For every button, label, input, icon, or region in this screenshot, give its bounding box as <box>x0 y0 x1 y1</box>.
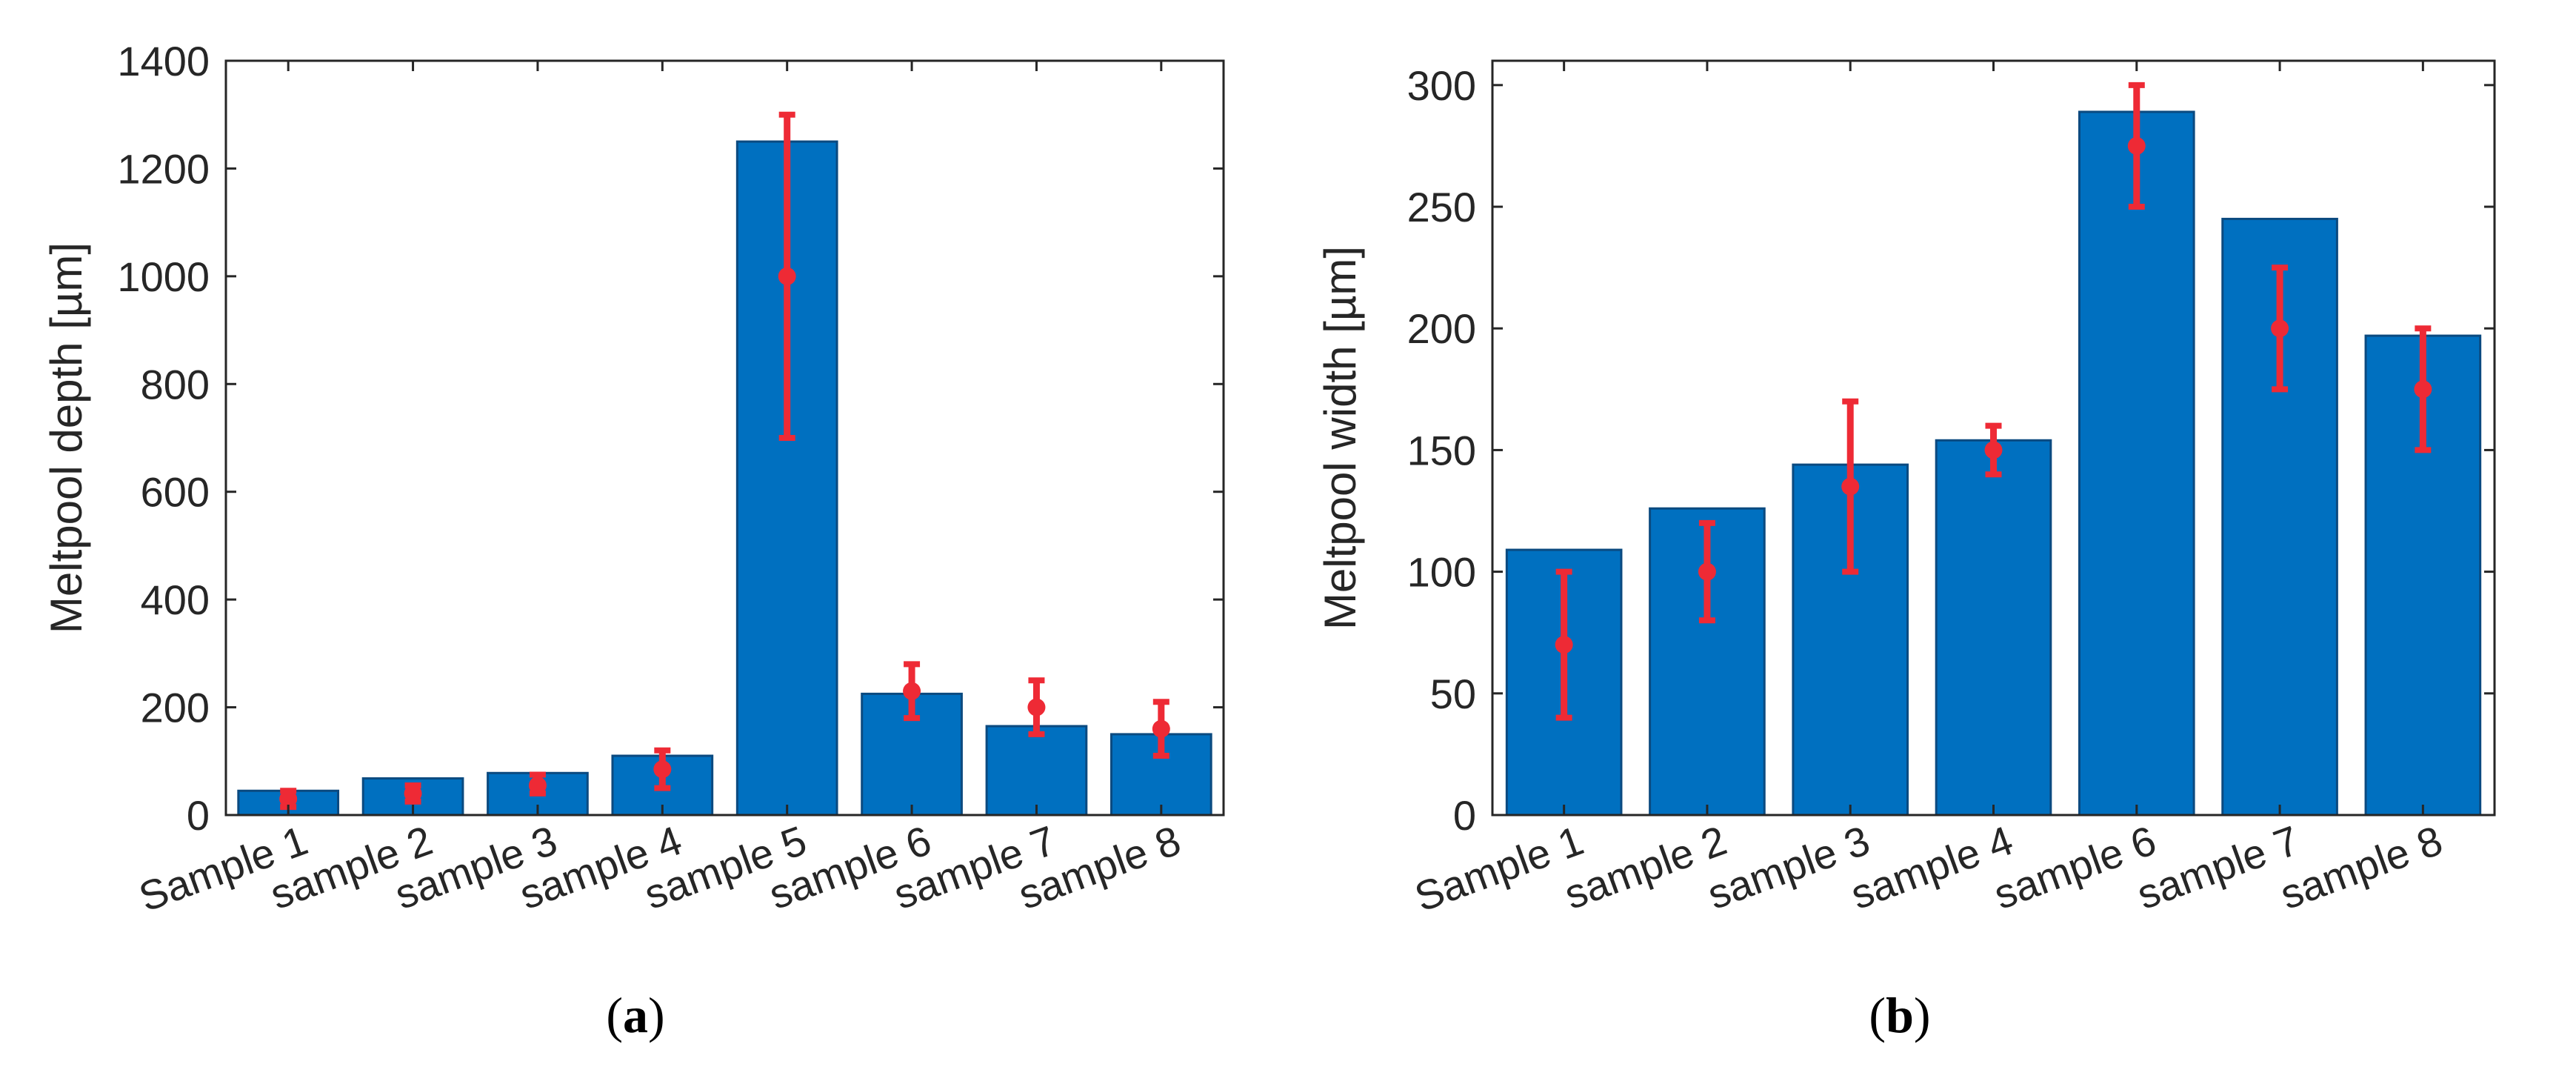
error-bar-point <box>653 760 672 779</box>
error-bar-8 <box>1152 699 1170 759</box>
error-bar-1 <box>279 788 298 811</box>
y-tick-label: 600 <box>141 469 210 516</box>
y-tick-label: 1200 <box>117 145 210 192</box>
y-axis-label: Meltpool width [µm] <box>1315 246 1365 630</box>
error-bar-2 <box>404 782 422 805</box>
y-tick-label: 0 <box>1453 792 1476 839</box>
error-bar-point <box>279 790 298 808</box>
error-bar-point <box>1555 636 1573 654</box>
error-bar-4 <box>653 747 672 791</box>
error-bar-point <box>2271 319 2289 338</box>
panel-label: (b) <box>1869 987 1930 1043</box>
y-tick-label: 1400 <box>117 38 210 84</box>
error-bar-7 <box>2414 325 2432 453</box>
y-tick-label: 300 <box>1407 62 1476 109</box>
error-bar-4 <box>1984 422 2003 478</box>
axes-box <box>224 59 1225 817</box>
error-bar-point <box>778 267 796 285</box>
x-tick-label: sample 4 <box>1845 817 2019 918</box>
y-tick-label: 400 <box>141 576 210 623</box>
x-tick-label: sample 8 <box>2274 817 2448 918</box>
panel-label: (a) <box>606 987 664 1043</box>
error-bar-point <box>528 777 547 795</box>
y-tick-label: 50 <box>1430 671 1476 717</box>
y-tick-label: 150 <box>1407 427 1476 473</box>
error-bar-point <box>1698 562 1716 581</box>
error-bar-point <box>1984 441 2003 459</box>
x-tick-label: sample 6 <box>1988 817 2162 918</box>
bar-5 <box>2078 110 2195 817</box>
x-tick-label: sample 7 <box>2131 817 2305 918</box>
error-bar-point <box>2127 136 2146 155</box>
error-bar-2 <box>1698 519 1716 624</box>
error-bar-7 <box>1027 677 1046 737</box>
error-bar-point <box>903 682 921 700</box>
error-bar-point <box>1027 698 1046 716</box>
error-bar-1 <box>1555 568 1573 721</box>
y-tick-label: 0 <box>187 792 210 839</box>
error-bar-5 <box>778 111 796 441</box>
y-tick-label: 1000 <box>117 253 210 300</box>
error-bar-point <box>1152 719 1170 738</box>
error-bar-3 <box>528 771 547 797</box>
x-tick-label: Sample 1 <box>1409 817 1589 920</box>
error-bar-5 <box>2127 82 2146 210</box>
y-axis-label: Meltpool depth [µm] <box>41 242 91 634</box>
y-tick-label: 200 <box>141 685 210 731</box>
y-tick-label: 200 <box>1407 305 1476 352</box>
error-bar-6 <box>2271 265 2289 393</box>
error-bar-point <box>2414 380 2432 399</box>
y-tick-label: 800 <box>141 361 210 408</box>
error-bar-point <box>404 784 422 802</box>
x-tick-label: sample 3 <box>1701 817 1875 918</box>
bar-7 <box>985 725 1088 817</box>
x-tick-label: sample 2 <box>1558 817 1732 918</box>
error-bar-3 <box>1841 398 1860 575</box>
y-tick-label: 100 <box>1407 549 1476 596</box>
error-bar-point <box>1841 477 1860 496</box>
y-tick-label: 250 <box>1407 184 1476 230</box>
error-bar-6 <box>903 661 921 722</box>
bar-4 <box>1935 439 2052 817</box>
